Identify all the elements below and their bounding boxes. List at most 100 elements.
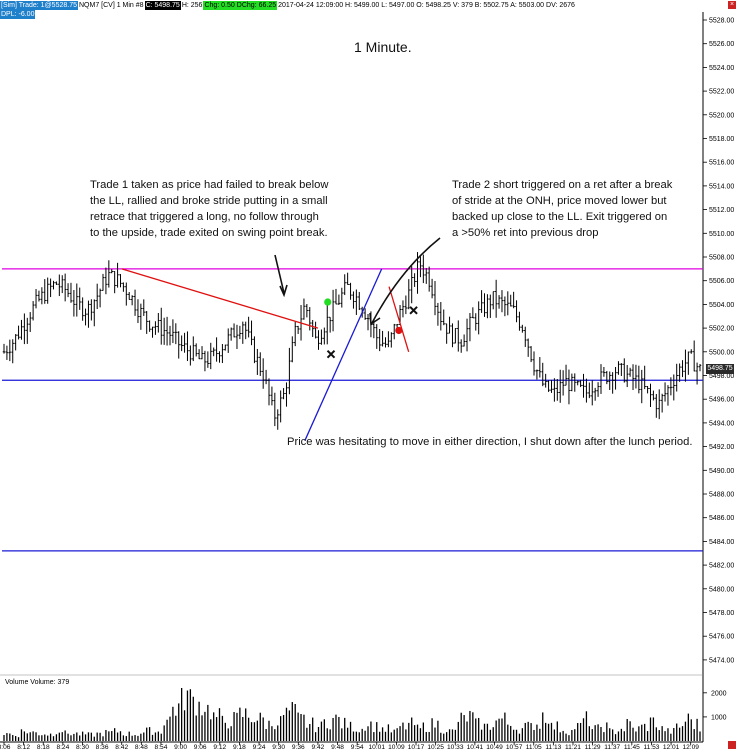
x-tick-label: 8:24 <box>56 744 69 750</box>
header-segment: Chg: 0.50 <box>203 1 236 10</box>
y-tick-label: 5498.00 <box>709 373 734 380</box>
y-tick-label: 5514.00 <box>709 183 734 190</box>
arrow-head <box>369 312 381 326</box>
chart-title: 1 Minute. <box>354 39 412 55</box>
x-tick-label: 10:17 <box>408 744 425 750</box>
x-tick-label: 9:06 <box>194 744 207 750</box>
y-tick-label: 5496.00 <box>709 397 734 404</box>
x-tick-label: 8:54 <box>155 744 168 750</box>
arrow-trade-1 <box>274 254 285 294</box>
trade-entry-dot <box>395 326 403 335</box>
scroll-end-icon[interactable] <box>728 741 736 749</box>
note-line: of stride at the ONH, price moved lower … <box>452 195 667 207</box>
trend-line <box>304 268 383 441</box>
trade-1-note: Trade 1 taken as price had failed to bre… <box>90 177 328 241</box>
y-tick-label: 5484.00 <box>709 539 734 546</box>
pnl-badge: DPL: -6.00 <box>0 10 36 19</box>
header-segment: [Sim] Trade: 1@5528.75 <box>0 1 78 10</box>
x-tick-label: 12:01 <box>663 744 680 750</box>
x-tick-label: 12:09 <box>682 744 699 750</box>
y-tick-label: 5516.00 <box>709 160 734 167</box>
x-tick-label: 8:36 <box>96 744 109 750</box>
y-tick-label: 5492.00 <box>709 444 734 451</box>
x-tick-label: 8:06 <box>0 744 11 750</box>
x-tick-label: 11:13 <box>545 744 561 750</box>
volume-y-tick-label: 1000 <box>711 714 727 721</box>
x-tick-label: 9:48 <box>331 744 344 750</box>
y-tick-label: 5512.00 <box>709 207 734 214</box>
header-segment: DChg: 66.25 <box>235 1 278 10</box>
x-tick-label: 10:09 <box>388 744 405 750</box>
y-tick-label: 5488.00 <box>709 492 734 499</box>
x-tick-label: 9:42 <box>311 744 324 750</box>
y-tick-label: 5480.00 <box>709 586 734 593</box>
x-tick-label: 10:49 <box>486 744 503 750</box>
y-tick-label: 5520.00 <box>709 112 734 119</box>
x-tick-label: 11:21 <box>565 744 581 750</box>
x-tick-label: 8:30 <box>76 744 89 750</box>
x-tick-label: 8:48 <box>135 744 148 750</box>
y-tick-label: 5508.00 <box>709 255 734 262</box>
x-tick-label: 10:01 <box>369 744 386 750</box>
y-tick-label: 5474.00 <box>709 657 734 664</box>
x-tick-label: 10:25 <box>427 744 444 750</box>
y-tick-label: 5522.00 <box>709 89 734 96</box>
note-line: Trade 1 taken as price had failed to bre… <box>90 179 329 191</box>
x-tick-label: 9:30 <box>272 744 285 750</box>
x-tick-label: 10:57 <box>506 744 523 750</box>
trade-exit-x <box>326 349 336 359</box>
x-tick-label: 10:33 <box>447 744 464 750</box>
y-tick-label: 5494.00 <box>709 420 734 427</box>
volume-label: Volume Volume: 379 <box>5 679 70 686</box>
close-icon[interactable]: × <box>728 1 736 9</box>
header-segment: 2017-04-24 12:09:00 H: 5499.00 L: 5497.0… <box>278 2 575 9</box>
x-tick-label: 9:54 <box>351 744 364 750</box>
y-tick-label: 5476.00 <box>709 634 734 641</box>
y-tick-label: 5490.00 <box>709 468 734 475</box>
x-tick-label: 11:37 <box>604 744 620 750</box>
trade-entry-dot <box>324 298 332 306</box>
trend-line <box>388 286 410 352</box>
trade-exit-x <box>409 306 418 315</box>
trend-line <box>121 268 319 329</box>
y-tick-label: 5528.00 <box>709 18 734 25</box>
note-line: retrace that triggered a long, no follow… <box>90 211 319 223</box>
x-tick-label: 9:24 <box>253 744 266 750</box>
header-segment: H: 256 <box>181 2 203 9</box>
y-tick-label: 5482.00 <box>709 563 734 570</box>
x-tick-label: 9:18 <box>233 744 246 750</box>
trade-2-note: Trade 2 short triggered on a ret after a… <box>452 177 672 241</box>
x-tick-label: 8:42 <box>115 744 128 750</box>
y-tick-label: 5518.00 <box>709 136 734 143</box>
y-tick-label: 5504.00 <box>709 302 734 309</box>
x-tick-label: 8:18 <box>37 744 50 750</box>
x-tick-label: 11:29 <box>585 744 601 750</box>
x-tick-label: 9:36 <box>292 744 305 750</box>
header-segment: NQM7 [CV] 1 Min #8 <box>78 2 144 9</box>
x-tick-label: 8:12 <box>17 744 30 750</box>
x-tick-label: 10:41 <box>467 744 484 750</box>
y-tick-label: 5478.00 <box>709 610 734 617</box>
note-line: to the upside, trade exited on swing poi… <box>90 227 328 239</box>
header-segment: C: 5498.75 <box>144 1 181 10</box>
arrow-trade-2 <box>371 237 441 324</box>
note-line: Trade 2 short triggered on a ret after a… <box>452 179 673 191</box>
volume-y-tick-label: 2000 <box>711 690 727 697</box>
y-tick-label: 5526.00 <box>709 41 734 48</box>
x-tick-label: 11:05 <box>526 744 542 750</box>
chart-header: [Sim] Trade: 1@5528.75 NQM7 [CV] 1 Min #8… <box>0 1 576 10</box>
y-tick-label: 5502.00 <box>709 326 734 333</box>
x-tick-label: 9:00 <box>174 744 187 750</box>
last-price-tag: 5498.75 <box>706 364 734 374</box>
note-line: a >50% ret into previous drop <box>452 227 599 239</box>
note-line: backed up close to the LL. Exit triggere… <box>452 211 668 223</box>
x-tick-label: 9:12 <box>213 744 226 750</box>
x-tick-label: 11:53 <box>643 744 659 750</box>
summary-note: Price was hesitating to move in either d… <box>287 436 693 448</box>
arrow-head <box>279 284 288 298</box>
note-line: the LL, rallied and broke stride putting… <box>90 195 328 207</box>
y-tick-label: 5510.00 <box>709 231 734 238</box>
y-tick-label: 5524.00 <box>709 65 734 72</box>
